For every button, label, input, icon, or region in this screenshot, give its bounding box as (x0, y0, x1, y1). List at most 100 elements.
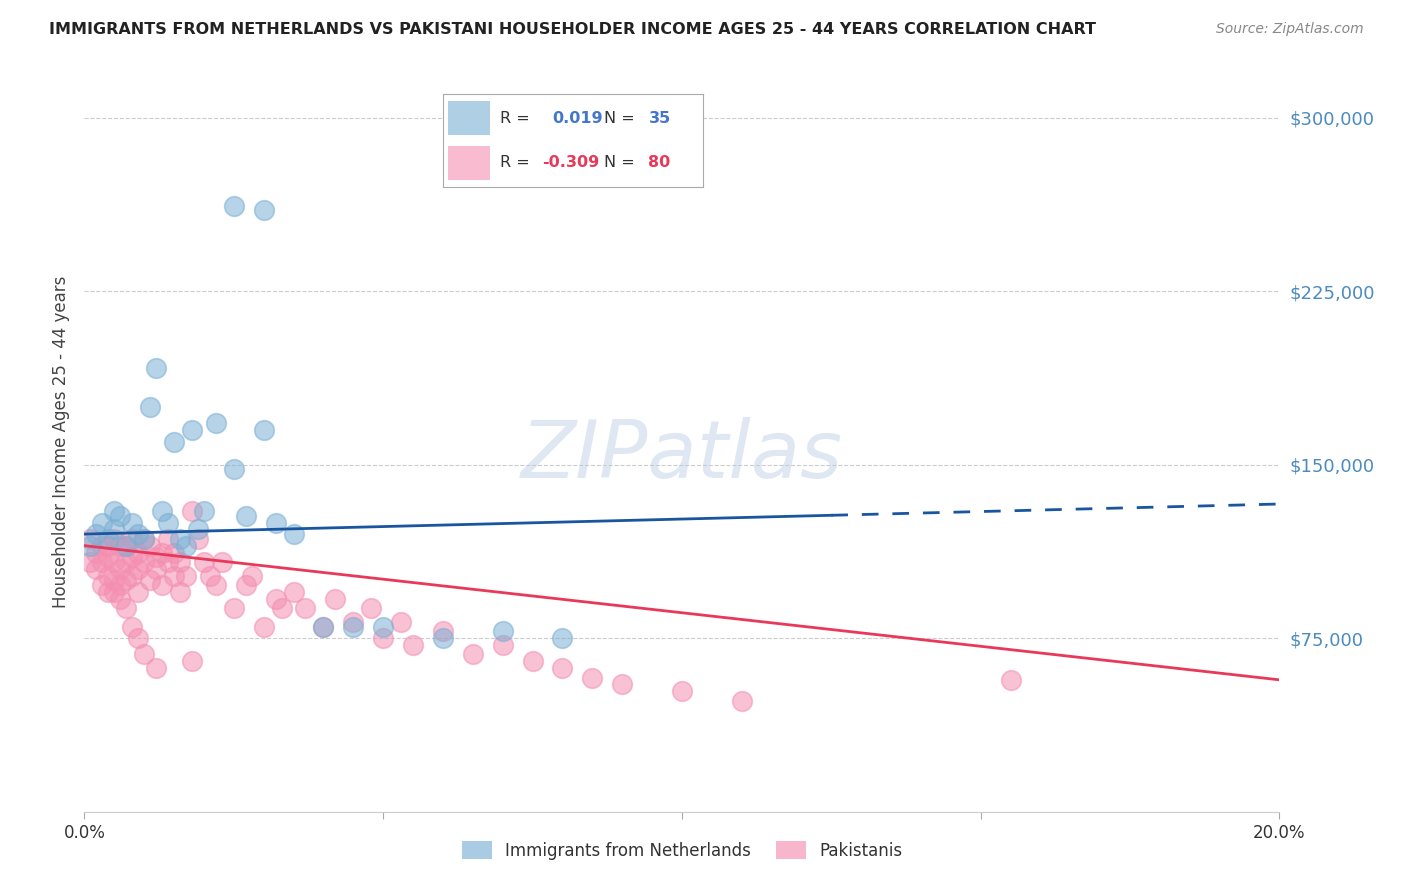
Point (169, 532, 191, 546)
Point (174, 568, 197, 582)
Point (79, 539, 101, 553)
Point (264, 591, 287, 606)
Y-axis label: Householder Income Ages 25 - 44 years: Householder Income Ages 25 - 44 years (52, 276, 70, 607)
Point (91, 578, 114, 592)
Point (127, 631, 149, 645)
Bar (449, 146, 489, 180)
Point (461, 648, 484, 662)
Point (235, 508, 257, 523)
Point (103, 504, 125, 518)
Point (264, 516, 287, 530)
Point (187, 523, 209, 537)
Point (432, 624, 454, 639)
Point (312, 619, 335, 633)
Point (283, 527, 305, 541)
Point (132, 648, 156, 662)
Point (150, 504, 173, 518)
Point (181, 654, 204, 668)
Point (294, 601, 316, 615)
Point (389, 615, 412, 629)
Point (150, 578, 173, 592)
Point (127, 527, 149, 541)
Point (193, 555, 215, 569)
Point (91, 555, 114, 569)
Point (283, 585, 305, 599)
Point (127, 585, 149, 599)
Point (522, 654, 544, 668)
Point (402, 638, 425, 652)
Point (79, 555, 101, 569)
Point (325, 591, 347, 606)
Point (91, 516, 114, 530)
Point (115, 555, 138, 569)
Text: 80: 80 (648, 155, 671, 170)
Point (312, 619, 335, 633)
Point (121, 516, 143, 530)
Point (551, 631, 574, 645)
Point (121, 568, 143, 582)
Point (110, 508, 132, 523)
Point (373, 619, 395, 633)
Point (205, 416, 228, 430)
Point (205, 578, 228, 592)
Point (110, 539, 132, 553)
Point (157, 516, 180, 530)
Point (91, 539, 114, 553)
Point (492, 624, 515, 639)
Point (103, 585, 125, 599)
Point (145, 550, 167, 565)
Point (551, 661, 574, 675)
Point (79, 532, 101, 546)
Point (132, 532, 156, 546)
Point (612, 677, 634, 691)
Point (193, 504, 215, 518)
Point (1000, 673, 1022, 687)
Point (132, 555, 156, 569)
Point (270, 601, 292, 615)
Point (139, 539, 162, 553)
Point (121, 550, 143, 565)
Point (139, 400, 162, 414)
Point (145, 661, 167, 675)
Point (240, 568, 263, 582)
Point (97, 532, 120, 546)
Point (86, 562, 108, 576)
Point (253, 203, 276, 218)
Text: 35: 35 (648, 111, 671, 126)
Point (97, 539, 120, 553)
Point (110, 591, 132, 606)
Point (103, 523, 125, 537)
Point (115, 574, 138, 588)
Point (342, 615, 364, 629)
Point (127, 562, 149, 576)
Point (103, 532, 125, 546)
Point (373, 631, 395, 645)
Point (157, 555, 180, 569)
Point (222, 462, 245, 476)
Point (145, 562, 167, 576)
Text: 0.019: 0.019 (553, 111, 603, 126)
Text: N =: N = (605, 111, 640, 126)
Point (181, 423, 204, 437)
Point (97, 568, 120, 582)
Point (169, 555, 191, 569)
Point (139, 574, 162, 588)
Point (86, 527, 108, 541)
Point (86, 545, 108, 560)
Point (110, 578, 132, 592)
Point (97, 550, 120, 565)
Point (115, 539, 138, 553)
Point (97, 585, 120, 599)
Point (492, 638, 515, 652)
Point (342, 619, 364, 633)
Text: IMMIGRANTS FROM NETHERLANDS VS PAKISTANI HOUSEHOLDER INCOME AGES 25 - 44 YEARS C: IMMIGRANTS FROM NETHERLANDS VS PAKISTANI… (49, 22, 1097, 37)
Point (181, 504, 204, 518)
Point (253, 423, 276, 437)
Point (169, 585, 191, 599)
Point (222, 198, 245, 212)
Point (150, 545, 173, 560)
Point (115, 539, 138, 553)
Point (187, 532, 209, 546)
Point (581, 671, 603, 685)
Text: ZIPatlas: ZIPatlas (520, 417, 844, 495)
